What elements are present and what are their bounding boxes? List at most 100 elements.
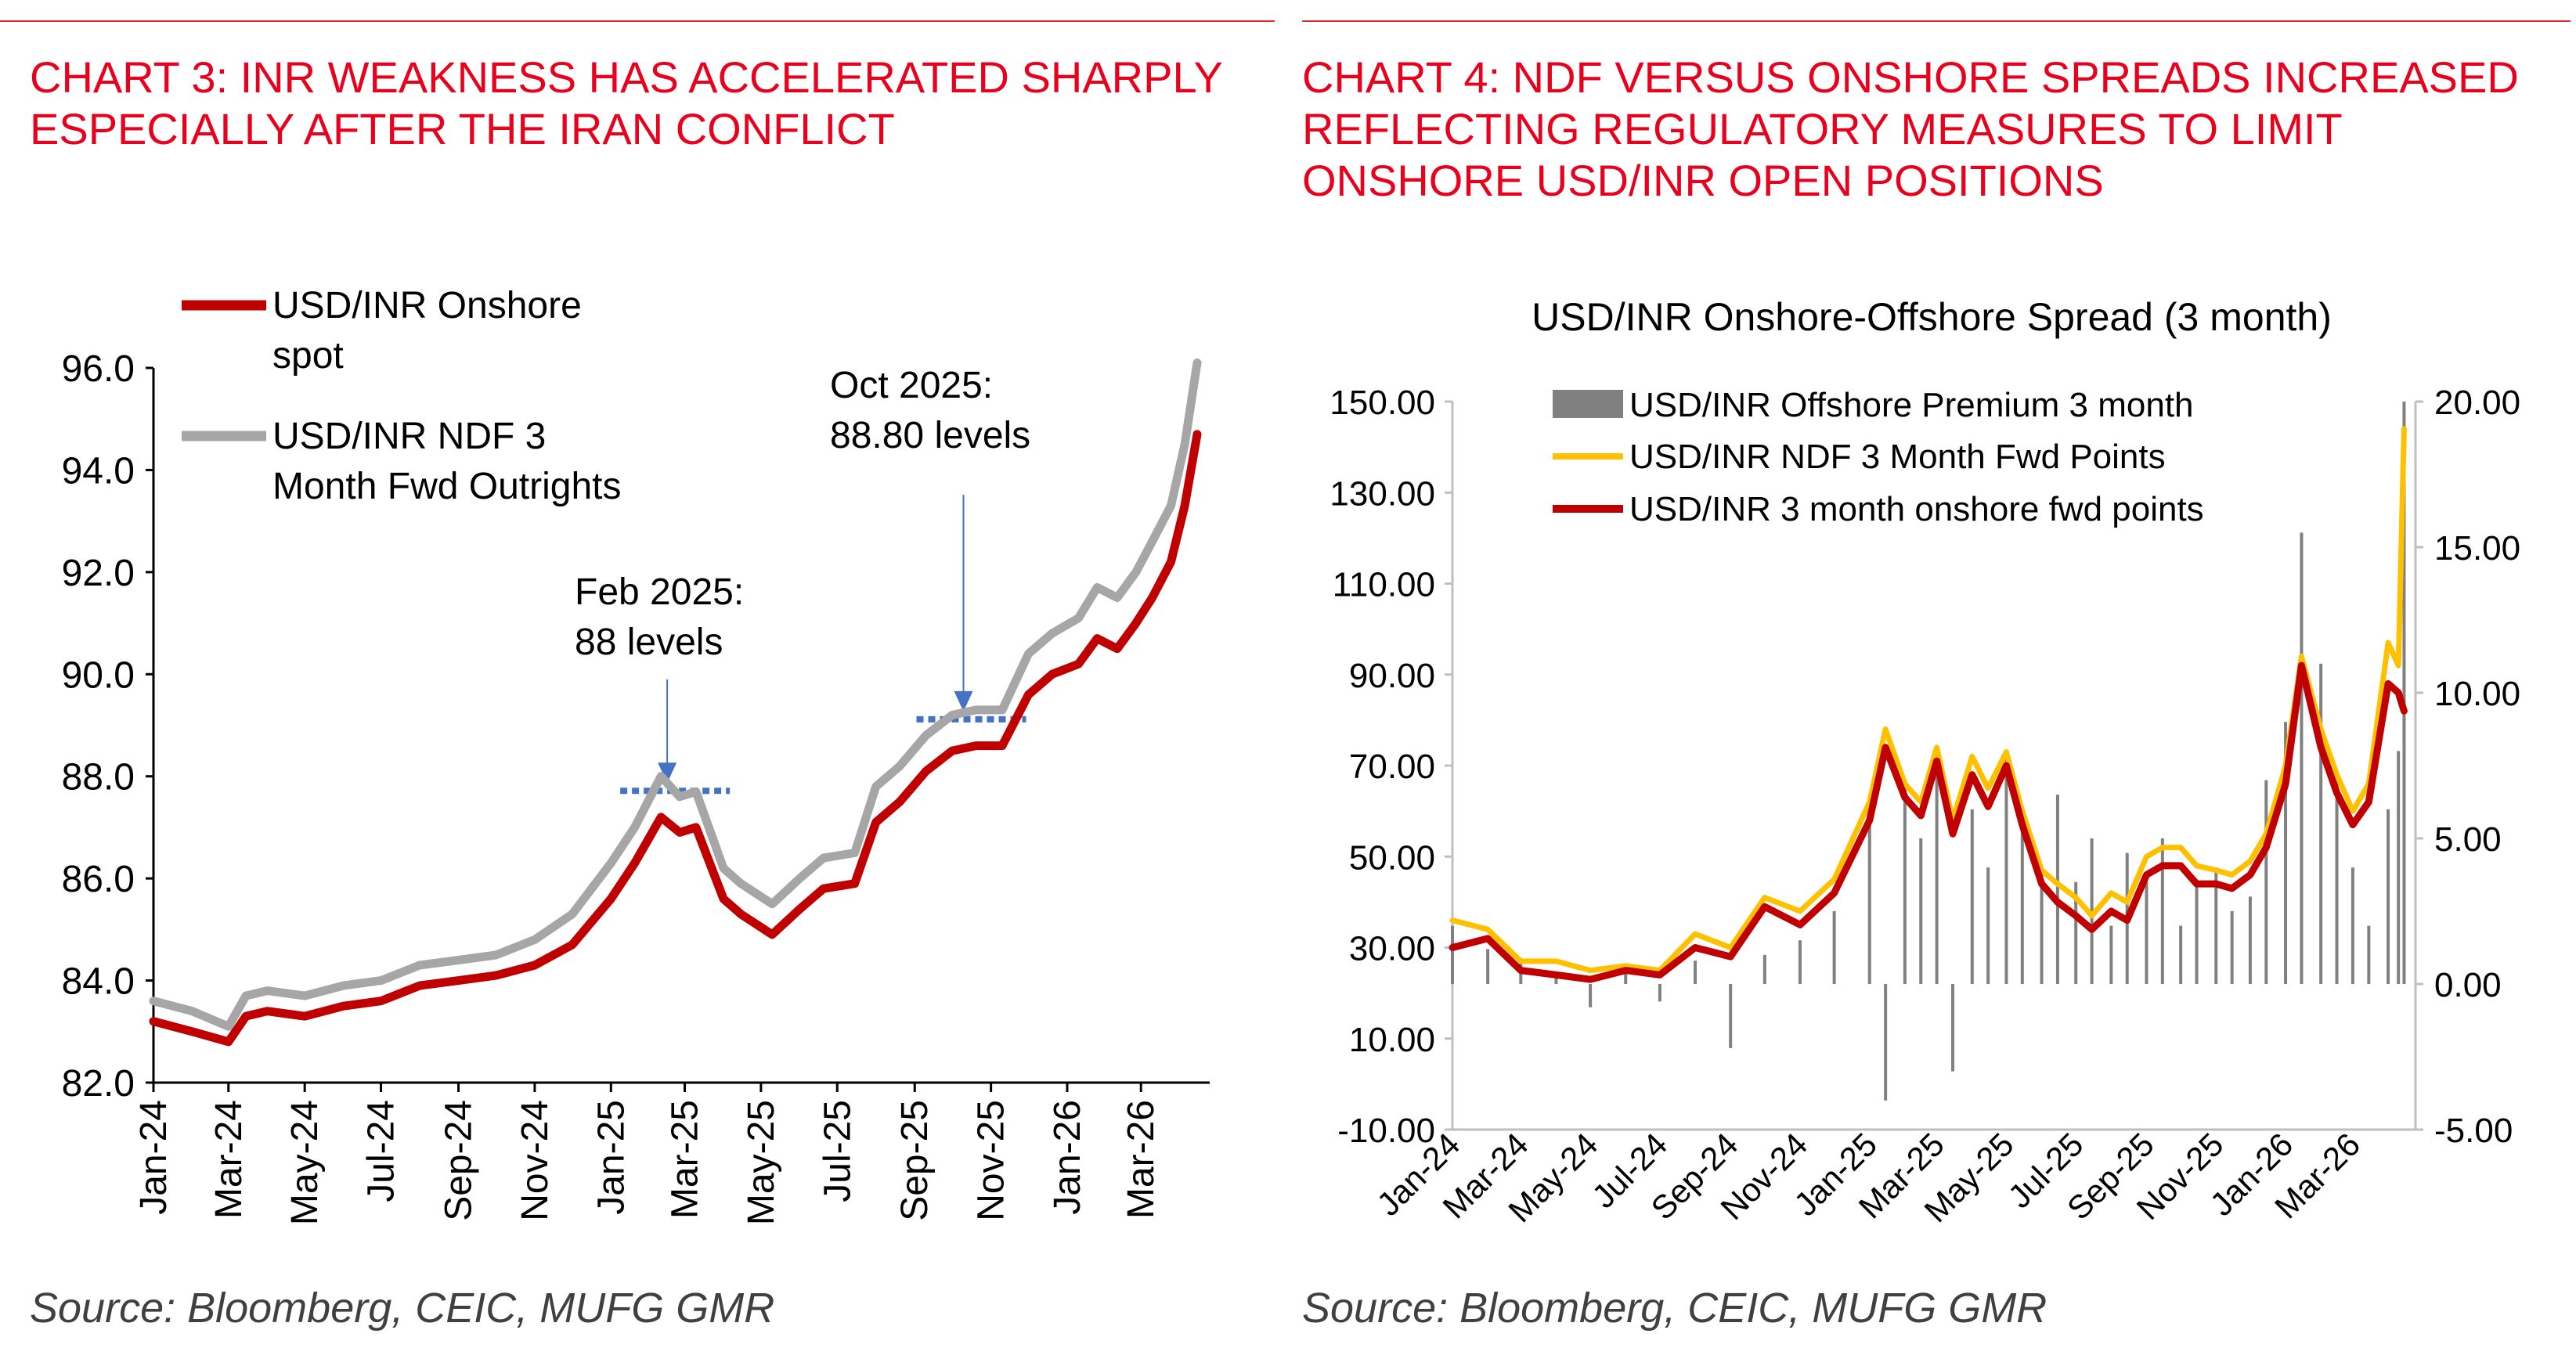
bar-offshore-premium bbox=[1658, 984, 1661, 1002]
left-x-tick-label: Nov-25 bbox=[971, 1100, 1012, 1221]
right-left-y-tick-label: 90.00 bbox=[1349, 657, 1435, 695]
bar-offshore-premium bbox=[2387, 809, 2390, 984]
right-right-y-tick-label: 10.00 bbox=[2434, 675, 2520, 713]
bar-offshore-premium bbox=[1486, 949, 1490, 984]
bar-offshore-premium bbox=[1903, 780, 1907, 984]
left-x-tick-label: Mar-24 bbox=[208, 1100, 250, 1219]
bar-offshore-premium bbox=[1832, 911, 1836, 984]
left-y-tick-label: 94.0 bbox=[62, 450, 135, 492]
left-chart-svg: 82.0 84.0 86.0 88.0 90.0 92.0 94.0 96.0 Jan-24 Ma… bbox=[62, 285, 1210, 1225]
bar-offshore-premium bbox=[1589, 984, 1593, 1007]
bar-offshore-premium bbox=[1451, 925, 1454, 984]
legend-label-ndf-points: USD/INR NDF 3 Month Fwd Points bbox=[1629, 438, 2166, 476]
bar-offshore-premium bbox=[2145, 881, 2148, 984]
left-y-tick-label: 82.0 bbox=[62, 1063, 135, 1105]
right-left-y-tick-label: 110.00 bbox=[1333, 566, 1435, 604]
legend-swatch-offshore-premium bbox=[1553, 390, 1623, 418]
legend-label-onshore-line-2: spot bbox=[272, 335, 344, 377]
bar-offshore-premium bbox=[2214, 867, 2218, 984]
bar-offshore-premium bbox=[1919, 838, 1923, 984]
left-x-tick-label: May-24 bbox=[284, 1100, 326, 1225]
legend-label-ndf-line-2: Month Fwd Outrights bbox=[272, 466, 622, 507]
right-source: Source: Bloomberg, CEIC, MUFG GMR bbox=[1302, 1285, 2047, 1332]
right-right-y-tick-label: -5.00 bbox=[2434, 1112, 2513, 1150]
bar-offshore-premium bbox=[2248, 896, 2252, 984]
bar-offshore-premium bbox=[2284, 722, 2288, 984]
annotation-arrow-head bbox=[658, 762, 677, 784]
left-x-tick-label: Jan-25 bbox=[590, 1100, 632, 1215]
left-y-tick-label: 90.0 bbox=[62, 654, 135, 696]
right-right-y-tick-label: 0.00 bbox=[2434, 966, 2502, 1004]
series-line-usd-inr-3-month-onshore-fwd-points bbox=[1449, 661, 2408, 983]
bar-offshore-premium bbox=[1951, 984, 1955, 1072]
right-right-y-tick-label: 15.00 bbox=[2434, 529, 2520, 568]
right-left-y-tick-label: 70.00 bbox=[1349, 748, 1435, 786]
annotation-oct-2025-line-1: Oct 2025: bbox=[830, 365, 993, 406]
right-left-y-tick-label: -10.00 bbox=[1337, 1112, 1435, 1150]
right-left-y-tick-label: 150.00 bbox=[1329, 384, 1435, 422]
right-chart-panel: CHART 4: NDF VERSUS ONSHORE SPREADS INCR… bbox=[1288, 0, 2576, 1366]
bar-offshore-premium bbox=[1884, 984, 1888, 1101]
left-y-tick-label: 86.0 bbox=[62, 859, 135, 900]
left-y-tick-label: 92.0 bbox=[62, 553, 135, 594]
left-x-tick-label: Sep-24 bbox=[438, 1100, 480, 1221]
left-x-tick-label: Jul-24 bbox=[361, 1100, 402, 1202]
annotation-feb-2025-line-1: Feb 2025: bbox=[575, 571, 744, 613]
left-x-tick-label: Jan-26 bbox=[1047, 1100, 1088, 1215]
left-x-tick-label: Nov-24 bbox=[514, 1100, 556, 1221]
series-line-usd-inr-onshore-spot bbox=[149, 430, 1202, 1047]
left-title-line-1: CHART 3: INR WEAKNESS HAS ACCELERATED SH… bbox=[30, 52, 1223, 102]
bar-offshore-premium bbox=[2179, 925, 2183, 984]
legend-label-onshore-points: USD/INR 3 month onshore fwd points bbox=[1629, 490, 2204, 528]
bar-offshore-premium bbox=[2402, 402, 2406, 984]
left-chart-title: CHART 3: INR WEAKNESS HAS ACCELERATED SH… bbox=[30, 52, 1223, 155]
bar-offshore-premium bbox=[2397, 751, 2401, 984]
left-x-tick-label: Jul-25 bbox=[817, 1100, 858, 1202]
bar-offshore-premium bbox=[2040, 867, 2044, 984]
bar-offshore-premium bbox=[2004, 751, 2008, 984]
right-title-line-3: ONSHORE USD/INR OPEN POSITIONS bbox=[1302, 156, 2104, 205]
bar-offshore-premium bbox=[1729, 984, 1733, 1048]
bar-offshore-premium bbox=[1798, 940, 1802, 984]
bar-offshore-premium bbox=[2319, 663, 2323, 984]
right-left-y-tick-label: 10.00 bbox=[1349, 1021, 1435, 1059]
bar-offshore-premium bbox=[1762, 954, 1766, 984]
annotation-oct-2025-line-2: 88.80 levels bbox=[830, 415, 1030, 456]
legend-label-offshore-premium: USD/INR Offshore Premium 3 month bbox=[1629, 386, 2194, 424]
legend-label-onshore-line-1: USD/INR Onshore bbox=[272, 285, 582, 326]
right-left-y-tick-label: 130.00 bbox=[1329, 474, 1435, 513]
right-plot-title: USD/INR Onshore-Offshore Spread (3 month… bbox=[1532, 295, 2332, 339]
left-x-tick-label: Mar-25 bbox=[664, 1100, 705, 1219]
bar-offshore-premium bbox=[1986, 867, 1990, 984]
series-line-usd-inr-ndf-3-month-fwd-outrights bbox=[149, 359, 1202, 1031]
bar-offshore-premium bbox=[1867, 824, 1871, 984]
bar-offshore-premium bbox=[2195, 881, 2199, 984]
right-title-line-2: REFLECTING REGULATORY MEASURES TO LIMIT bbox=[1302, 104, 2343, 153]
right-chart-title: CHART 4: NDF VERSUS ONSHORE SPREADS INCR… bbox=[1302, 52, 2519, 207]
bar-offshore-premium bbox=[1694, 961, 1697, 984]
left-x-tick-label: May-25 bbox=[741, 1100, 782, 1225]
left-top-rule bbox=[0, 20, 1275, 22]
bar-offshore-premium bbox=[2020, 824, 2024, 984]
bar-offshore-premium bbox=[2074, 881, 2078, 984]
bar-offshore-premium bbox=[2160, 838, 2164, 984]
right-right-y-tick-label: 20.00 bbox=[2434, 384, 2520, 422]
right-title-line-1: CHART 4: NDF VERSUS ONSHORE SPREADS INCR… bbox=[1302, 52, 2519, 102]
legend-label-ndf-line-1: USD/INR NDF 3 bbox=[272, 416, 546, 457]
bar-offshore-premium bbox=[2109, 925, 2113, 984]
annotation-feb-2025-line-2: 88 levels bbox=[575, 622, 723, 663]
annotation-arrow-head bbox=[954, 690, 973, 712]
right-right-y-tick-label: 5.00 bbox=[2434, 820, 2502, 859]
left-source: Source: Bloomberg, CEIC, MUFG GMR bbox=[30, 1285, 775, 1332]
right-chart-svg: USD/INR Onshore-Offshore Spread (3 month… bbox=[1329, 295, 2520, 1229]
left-x-tick-label: Sep-25 bbox=[894, 1100, 936, 1221]
bar-offshore-premium bbox=[2367, 925, 2371, 984]
left-y-tick-label: 88.0 bbox=[62, 757, 135, 798]
bar-offshore-premium bbox=[2300, 532, 2304, 984]
left-y-tick-label: 96.0 bbox=[62, 348, 135, 390]
bar-offshore-premium bbox=[2335, 780, 2339, 984]
right-top-rule bbox=[1302, 20, 2571, 22]
bar-offshore-premium bbox=[1554, 975, 1558, 984]
bar-offshore-premium bbox=[2230, 911, 2234, 984]
bar-offshore-premium bbox=[2055, 795, 2059, 984]
